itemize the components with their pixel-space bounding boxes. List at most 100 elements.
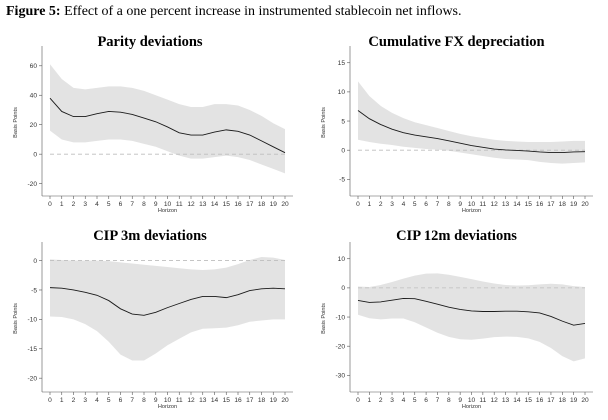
- y-tick-label: 0: [33, 258, 37, 265]
- x-tick-label: 17: [547, 201, 555, 208]
- x-tick-label: 7: [436, 201, 440, 208]
- x-tick-label: 13: [502, 201, 510, 208]
- x-tick-label: 10: [164, 201, 172, 208]
- x-tick-label: 11: [176, 201, 183, 208]
- x-tick-label: 20: [281, 201, 289, 208]
- x-tick-label: 6: [119, 201, 123, 208]
- x-tick-label: 16: [536, 397, 544, 404]
- y-tick-label: 40: [30, 93, 38, 100]
- x-tick-label: 10: [468, 397, 476, 404]
- chart-title: CIP 12m deviations: [396, 228, 517, 244]
- panel-parity-deviations: Parity deviations -20 0 20 40 60 Basis Points 0…: [0, 28, 300, 220]
- chart-title: Parity deviations: [97, 34, 202, 50]
- x-tick-label: 4: [95, 201, 99, 208]
- x-axis-label: Horizon: [158, 404, 177, 410]
- x-tick-label: 2: [72, 397, 76, 404]
- x-tick-label: 2: [72, 201, 76, 208]
- figure-label: Figure 5:: [6, 4, 61, 19]
- confidence-band: [50, 64, 285, 174]
- y-tick-label: 10: [338, 89, 346, 96]
- x-tick-label: 12: [491, 397, 499, 404]
- x-tick-label: 20: [581, 201, 589, 208]
- x-tick-label: 15: [525, 201, 533, 208]
- x-tick-label: 15: [525, 397, 533, 404]
- x-tick-label: 1: [368, 397, 372, 404]
- estimate-line: [357, 297, 586, 326]
- chart-title: CIP 3m deviations: [93, 228, 207, 244]
- y-tick-label: 15: [338, 60, 346, 67]
- x-tick-label: 5: [413, 397, 417, 404]
- x-tick-label: 18: [258, 397, 266, 404]
- y-tick-label: 5: [341, 118, 345, 125]
- x-tick-label: 13: [502, 397, 510, 404]
- x-tick-label: 14: [513, 397, 521, 404]
- x-tick-label: 19: [570, 201, 578, 208]
- chart-title: Cumulative FX depreciation: [368, 34, 544, 50]
- x-tick-label: 8: [447, 397, 451, 404]
- x-tick-label: 11: [176, 397, 183, 404]
- x-tick-label: 6: [424, 397, 428, 404]
- x-tick-label: 12: [187, 201, 195, 208]
- x-tick-label: 12: [491, 201, 499, 208]
- x-axis-label: Horizon: [462, 208, 481, 214]
- x-tick-label: 3: [83, 201, 87, 208]
- x-tick-label: 0: [48, 397, 52, 404]
- panel-cip-3m-deviations: CIP 3m deviations -20 -15 -10 -5 0 Basis Point…: [0, 222, 300, 415]
- x-tick-label: 11: [479, 201, 486, 208]
- y-tick-label: -10: [27, 317, 37, 324]
- x-tick-label: 3: [390, 397, 394, 404]
- chart-cip-3m-deviations: CIP 3m deviations -20 -15 -10 -5 0 Basis Point…: [13, 228, 293, 410]
- x-tick-label: 2: [379, 201, 383, 208]
- estimate-line: [49, 97, 286, 154]
- x-tick-label: 11: [479, 397, 486, 404]
- x-tick-label: 5: [413, 201, 417, 208]
- x-tick-label: 5: [107, 201, 111, 208]
- x-axis-label: Horizon: [462, 404, 481, 410]
- chart-cumulative-fx-depreciation: Cumulative FX depreciation-5051015Basis …: [321, 34, 593, 214]
- x-tick-label: 18: [258, 201, 266, 208]
- y-axis-label: Basis Points: [13, 107, 19, 138]
- x-tick-label: 16: [536, 201, 544, 208]
- y-tick-label: -5: [31, 287, 37, 294]
- panel-cumulative-fx-depreciation: Cumulative FX depreciation -5 0 5 10 15 Basis …: [305, 28, 608, 220]
- x-tick-label: 13: [199, 397, 207, 404]
- y-tick-label: 60: [30, 63, 38, 70]
- figure-caption: Figure 5: Effect of a one percent increa…: [6, 4, 462, 20]
- x-tick-label: 7: [130, 201, 134, 208]
- x-tick-label: 3: [83, 397, 87, 404]
- x-tick-label: 19: [270, 201, 278, 208]
- x-tick-label: 8: [142, 397, 146, 404]
- x-tick-label: 14: [513, 201, 521, 208]
- x-tick-label: 9: [154, 201, 158, 208]
- x-axis-label: Horizon: [158, 208, 177, 214]
- x-tick-label: 8: [142, 201, 146, 208]
- y-tick-label: -10: [335, 314, 345, 321]
- y-tick-label: 0: [341, 147, 345, 154]
- y-tick-label: 20: [30, 122, 38, 129]
- figure-caption-text: Effect of a one percent increase in inst…: [64, 4, 462, 19]
- x-tick-label: 19: [570, 397, 578, 404]
- x-tick-label: 14: [211, 201, 219, 208]
- x-tick-label: 1: [60, 397, 64, 404]
- x-tick-label: 15: [223, 201, 231, 208]
- y-tick-label: 10: [338, 256, 346, 263]
- x-tick-label: 19: [270, 397, 278, 404]
- x-tick-label: 20: [281, 397, 289, 404]
- x-tick-label: 1: [60, 201, 64, 208]
- y-axis-label: Basis Points: [13, 303, 19, 334]
- x-tick-label: 7: [436, 397, 440, 404]
- x-tick-label: 1: [368, 201, 372, 208]
- x-tick-label: 6: [119, 397, 123, 404]
- y-tick-label: 0: [33, 151, 37, 158]
- x-tick-label: 5: [107, 397, 111, 404]
- x-tick-label: 3: [390, 201, 394, 208]
- y-tick-label: -5: [339, 177, 345, 184]
- y-axis-label: Basis Points: [321, 107, 327, 138]
- x-tick-label: 12: [187, 397, 195, 404]
- x-tick-label: 17: [547, 397, 555, 404]
- x-tick-label: 9: [458, 397, 462, 404]
- x-tick-label: 4: [402, 397, 406, 404]
- x-tick-label: 18: [559, 397, 567, 404]
- y-tick-label: -20: [335, 343, 345, 350]
